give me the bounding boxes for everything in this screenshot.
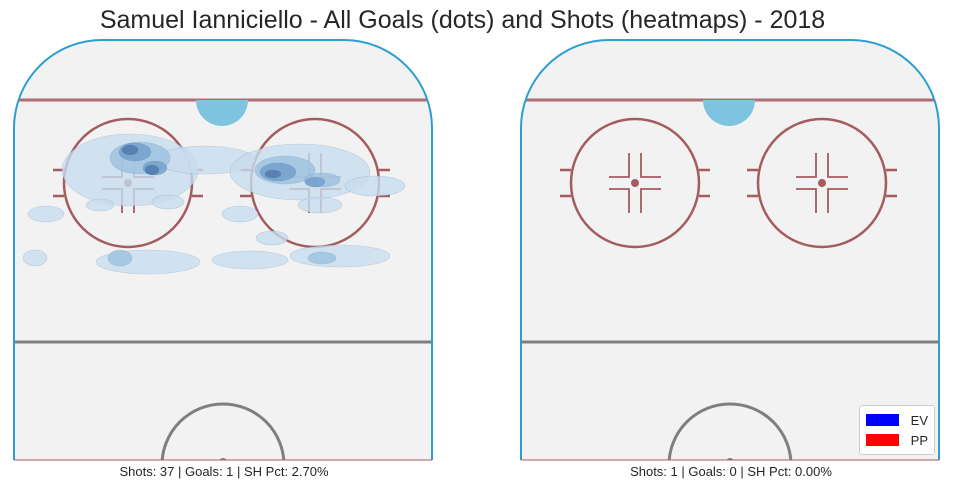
heatmap-contour <box>297 196 343 214</box>
heatmap-contour <box>307 251 337 265</box>
heatmap-contour <box>304 176 326 188</box>
heatmap-contour <box>85 198 115 212</box>
shot-heatmap <box>22 133 406 275</box>
faceoff-circle <box>747 117 897 249</box>
heatmap-contour <box>121 144 139 156</box>
legend: EV PP <box>859 405 935 455</box>
legend-swatch-ev <box>866 414 899 426</box>
goal-dot <box>456 143 463 150</box>
caption-left: Shots: 37 | Goals: 1 | SH Pct: 2.70% <box>119 464 329 479</box>
heatmap-contour <box>255 230 289 246</box>
heatmap-contour <box>107 249 133 267</box>
center-circle <box>667 402 793 460</box>
legend-label-pp: PP <box>910 432 928 448</box>
heatmap-contour <box>211 250 289 270</box>
legend-item-pp: PP <box>866 430 928 450</box>
heatmap-contour <box>344 175 406 197</box>
goal-crease <box>703 100 755 126</box>
heatmap-contour <box>151 194 185 210</box>
goal-crease <box>196 100 248 126</box>
heatmap-contour <box>144 164 160 176</box>
center-circle <box>160 402 286 460</box>
heatmap-contour <box>221 205 259 223</box>
heatmap-contour <box>264 169 282 179</box>
heatmap-contour <box>27 205 65 223</box>
chart-title: Samuel Ianniciello - All Goals (dots) an… <box>99 6 826 34</box>
boards-left <box>13 39 433 460</box>
legend-swatch-pp <box>866 434 899 446</box>
caption-right: Shots: 1 | Goals: 0 | SH Pct: 0.00% <box>630 464 832 479</box>
boards-right <box>520 39 940 460</box>
legend-item-ev: EV <box>866 410 928 430</box>
heatmap-contour <box>22 249 48 267</box>
faceoff-circle <box>560 117 710 249</box>
goal-dots <box>456 143 463 150</box>
heatmap-contour <box>289 244 391 268</box>
legend-label-ev: EV <box>910 412 928 428</box>
